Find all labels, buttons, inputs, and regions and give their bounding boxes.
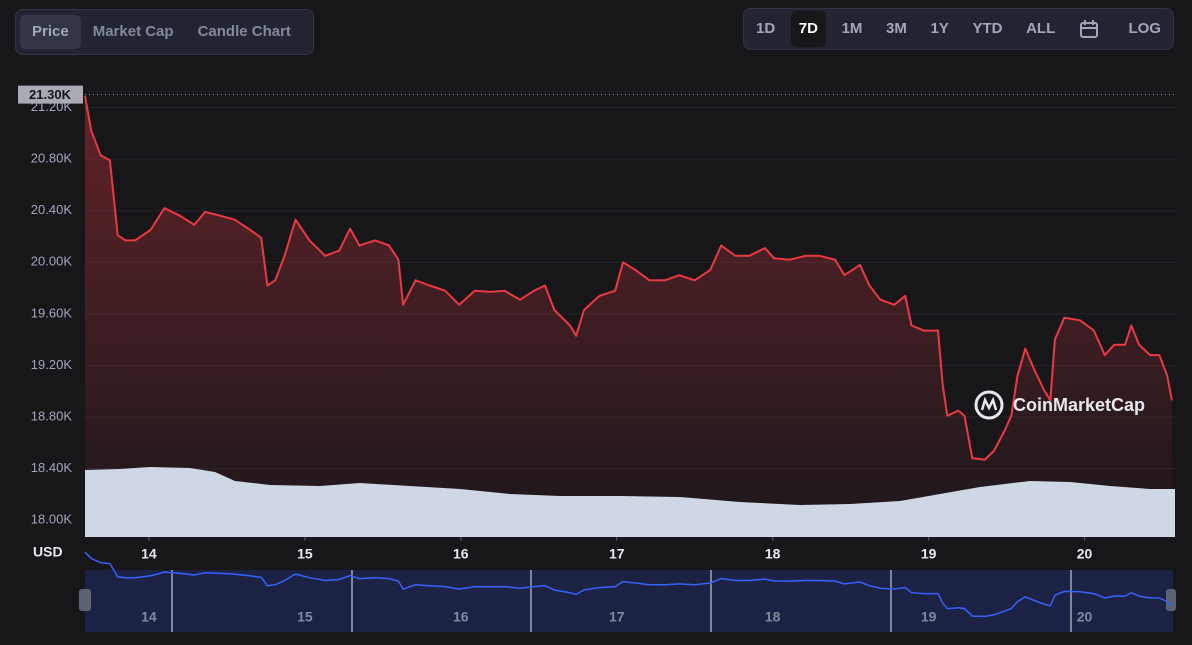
y-tick-label: 20.80K [31, 151, 73, 166]
y-unit: USD [33, 544, 63, 560]
x-tick-label: 16 [453, 546, 469, 562]
range-button[interactable]: 7D [790, 11, 826, 47]
range-button[interactable]: 1M [841, 20, 863, 37]
x-tick-label: 17 [609, 546, 625, 562]
navigator-handle[interactable] [1166, 589, 1176, 611]
navigator-separators [171, 570, 1072, 632]
navigator-line [84, 551, 1173, 618]
navigator-tick-label: 14 [141, 609, 157, 625]
tab-button[interactable]: Candle Chart [197, 23, 291, 40]
y-tick-label: 20.00K [31, 254, 73, 269]
tab-button[interactable]: Market Cap [92, 23, 174, 40]
navigator-tick-label: 17 [609, 609, 625, 625]
y-tick-label: 18.40K [31, 460, 73, 475]
tab-button[interactable]: Price [20, 15, 81, 49]
current-price-box [18, 85, 83, 104]
navigator-handle[interactable] [79, 589, 91, 611]
watermark: CoinMarketCap [974, 390, 1145, 420]
x-tick-label: 14 [141, 546, 157, 562]
y-tick-label: 19.20K [31, 357, 73, 372]
navigator-tick-label: 19 [921, 609, 937, 625]
y-tick-label: 19.60K [31, 305, 73, 320]
y-tick-label: 18.00K [31, 512, 73, 527]
range-button[interactable]: ALL [1026, 20, 1056, 37]
current-price-label: 21.30K [29, 87, 72, 102]
navigator-tick-label: 16 [453, 609, 469, 625]
range-button[interactable]: 1D [756, 20, 776, 37]
price-area [85, 95, 1172, 538]
volume-area [85, 467, 1175, 537]
x-tick-label: 18 [765, 546, 781, 562]
navigator-tick-label: 20 [1077, 609, 1093, 625]
calendar-icon [1079, 20, 1098, 38]
x-tick-label: 15 [297, 546, 313, 562]
watermark-text: CoinMarketCap [1013, 395, 1145, 415]
y-tick-label: 20.40K [31, 202, 73, 217]
x-tick-label: 20 [1077, 546, 1093, 562]
range-button[interactable]: 3M [886, 20, 907, 37]
range-button[interactable]: 1Y [930, 20, 949, 37]
navigator-tick-label: 18 [765, 609, 781, 625]
x-tick-label: 19 [921, 546, 937, 562]
y-tick-label: 18.80K [31, 408, 73, 423]
range-button[interactable]: YTD [972, 20, 1003, 37]
navigator-tick-label: 15 [297, 609, 313, 625]
tab-group: Price Market Cap Candle Chart [15, 9, 314, 55]
range-group: 1D 7D 1M 3M 1Y YTD ALL LOG [743, 8, 1174, 50]
price-line [84, 95, 1173, 461]
navigator [85, 570, 1173, 632]
log-button[interactable]: LOG [1128, 20, 1161, 37]
calendar-button[interactable] [1071, 11, 1107, 47]
